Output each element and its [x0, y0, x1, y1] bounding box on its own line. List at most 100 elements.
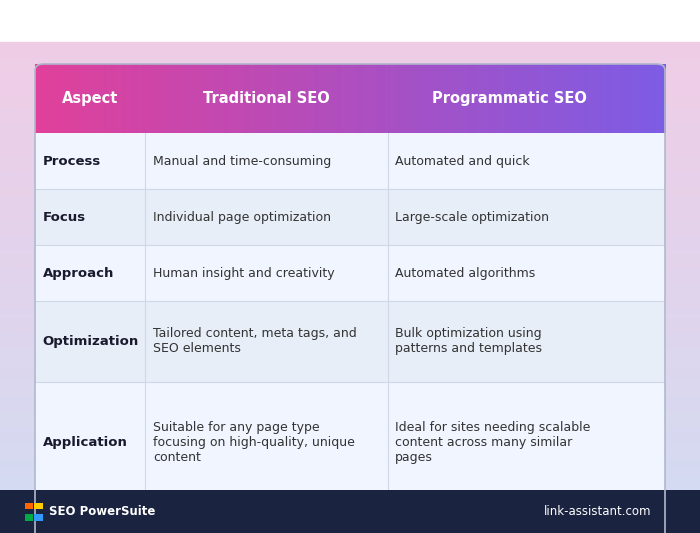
Bar [0, 483, 700, 489]
Bar [0, 287, 700, 293]
Text: Suitable for any page type
focusing on high-quality, unique
content: Suitable for any page type focusing on h… [153, 421, 355, 464]
Text: Traditional SEO: Traditional SEO [203, 91, 330, 106]
Bar [0, 390, 700, 395]
Text: Blog posts, service pages,
portfolio pages: Blog posts, service pages, portfolio pag… [153, 529, 317, 533]
Bar [0, 125, 700, 131]
Bar [0, 140, 700, 146]
Bar [0, 332, 700, 337]
Bar [0, 336, 700, 342]
Bar [0, 439, 700, 445]
Bar [0, 464, 700, 469]
Bar [0, 469, 700, 474]
Bar [0, 47, 700, 52]
Bar [0, 351, 700, 357]
Text: Manual and time-consuming: Manual and time-consuming [153, 155, 331, 168]
Bar [0, 165, 700, 170]
Bar [0, 419, 700, 425]
Text: Automated and quick: Automated and quick [395, 155, 530, 168]
Bar [0, 395, 700, 401]
Text: E-commerce product pages,
landings, local business directories: E-commerce product pages, landings, loca… [395, 529, 615, 533]
Text: Application: Application [43, 435, 127, 449]
Bar [0, 42, 700, 47]
Bar [0, 508, 700, 513]
Bar [0, 248, 700, 254]
Bar [0, 101, 700, 107]
Bar [0, 400, 700, 406]
Bar [0, 278, 700, 283]
Bar [0, 410, 700, 415]
Bar [0, 263, 700, 268]
Bar [0, 341, 700, 346]
Bar [0, 116, 700, 121]
Bar [0, 67, 700, 72]
Text: Focus: Focus [43, 211, 85, 224]
Bar [0, 62, 700, 67]
Bar [0, 160, 700, 165]
Text: Aspect: Aspect [62, 91, 118, 106]
Text: Optimization: Optimization [43, 335, 139, 348]
Bar [0, 498, 700, 504]
Bar [0, 405, 700, 410]
Bar [0, 385, 700, 391]
Text: Approach: Approach [43, 266, 114, 280]
Bar [0, 361, 700, 366]
Text: SEO PowerSuite: SEO PowerSuite [49, 505, 155, 518]
Bar [0, 302, 700, 308]
Bar [0, 106, 700, 111]
Bar [0, 370, 700, 376]
Bar [0, 312, 700, 317]
Bar [0, 513, 700, 518]
Bar [0, 493, 700, 499]
Bar [0, 307, 700, 312]
Bar [0, 425, 700, 430]
Text: link-assistant.com: link-assistant.com [543, 505, 651, 518]
Text: Automated algorithms: Automated algorithms [395, 266, 536, 280]
Bar [0, 184, 700, 190]
Bar [0, 282, 700, 288]
Bar [0, 238, 700, 244]
Bar [0, 474, 700, 479]
Text: Tailored content, meta tags, and
SEO elements: Tailored content, meta tags, and SEO ele… [153, 327, 356, 356]
Bar [0, 503, 700, 508]
Bar [0, 135, 700, 141]
Text: Human insight and creativity: Human insight and creativity [153, 266, 335, 280]
Bar [0, 356, 700, 361]
Text: Ideal for sites needing scalable
content across many similar
pages: Ideal for sites needing scalable content… [395, 421, 591, 464]
Bar [0, 150, 700, 156]
Bar [0, 268, 700, 273]
Text: Programmatic SEO: Programmatic SEO [432, 91, 587, 106]
Bar [0, 253, 700, 259]
Bar [0, 376, 700, 381]
Bar [0, 229, 700, 234]
Bar [0, 131, 700, 136]
Bar [0, 346, 700, 352]
Bar [0, 518, 700, 523]
Bar [0, 82, 700, 87]
Bar [0, 454, 700, 459]
Bar [0, 199, 700, 205]
Bar [0, 366, 700, 371]
Text: Bulk optimization using
patterns and templates: Bulk optimization using patterns and tem… [395, 327, 542, 356]
Bar [0, 327, 700, 332]
Bar [0, 430, 700, 435]
Bar [0, 194, 700, 199]
Bar [0, 523, 700, 528]
Bar [0, 155, 700, 160]
Bar [0, 180, 700, 185]
Bar [0, 209, 700, 214]
Bar [0, 381, 700, 386]
Bar [0, 223, 700, 229]
Bar [0, 214, 700, 219]
Bar [0, 145, 700, 150]
Bar [0, 272, 700, 278]
Bar [0, 204, 700, 209]
Bar [0, 57, 700, 62]
Bar [0, 233, 700, 239]
Bar [0, 189, 700, 195]
Text: Large-scale optimization: Large-scale optimization [395, 211, 550, 224]
Bar [0, 434, 700, 440]
Text: Individual page optimization: Individual page optimization [153, 211, 331, 224]
Bar [0, 174, 700, 180]
Bar [0, 444, 700, 450]
Bar [0, 86, 700, 92]
